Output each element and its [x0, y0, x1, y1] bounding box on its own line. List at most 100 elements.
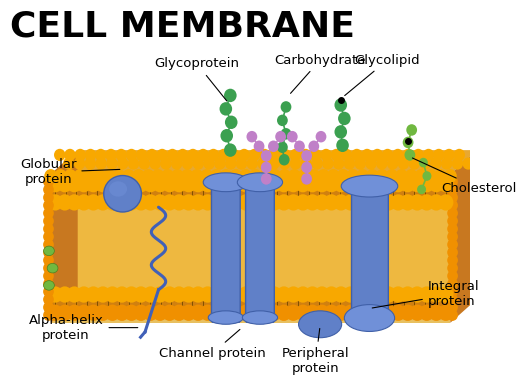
- Circle shape: [412, 149, 424, 161]
- FancyBboxPatch shape: [351, 179, 388, 321]
- Circle shape: [209, 287, 225, 303]
- Circle shape: [48, 176, 63, 192]
- Circle shape: [171, 305, 187, 321]
- Circle shape: [200, 169, 213, 183]
- Circle shape: [224, 143, 236, 157]
- Circle shape: [337, 169, 350, 183]
- Circle shape: [334, 176, 349, 192]
- Circle shape: [447, 309, 458, 321]
- FancyBboxPatch shape: [245, 177, 275, 322]
- Circle shape: [67, 194, 82, 211]
- Circle shape: [447, 255, 458, 266]
- Circle shape: [351, 149, 363, 161]
- Circle shape: [43, 184, 54, 195]
- Circle shape: [279, 157, 290, 169]
- Circle shape: [334, 287, 349, 303]
- Circle shape: [191, 305, 206, 321]
- Circle shape: [257, 176, 272, 192]
- Circle shape: [247, 176, 263, 192]
- Circle shape: [160, 157, 172, 169]
- Circle shape: [430, 157, 442, 169]
- Circle shape: [447, 302, 458, 313]
- Circle shape: [419, 194, 434, 211]
- Circle shape: [259, 149, 270, 161]
- Circle shape: [191, 287, 206, 303]
- Circle shape: [95, 149, 106, 161]
- Circle shape: [191, 169, 204, 183]
- Circle shape: [43, 247, 54, 258]
- Circle shape: [356, 169, 369, 183]
- Circle shape: [86, 176, 101, 192]
- Polygon shape: [51, 294, 450, 313]
- Circle shape: [204, 157, 215, 169]
- Circle shape: [133, 194, 149, 211]
- Circle shape: [324, 287, 339, 303]
- Circle shape: [406, 124, 417, 136]
- Circle shape: [372, 305, 387, 321]
- Circle shape: [239, 149, 250, 161]
- Circle shape: [191, 194, 206, 211]
- Circle shape: [152, 305, 168, 321]
- Circle shape: [43, 294, 54, 305]
- Circle shape: [322, 157, 334, 169]
- Circle shape: [410, 287, 425, 303]
- Circle shape: [336, 139, 349, 152]
- Circle shape: [314, 305, 329, 321]
- Circle shape: [128, 157, 139, 169]
- Circle shape: [381, 176, 396, 192]
- Circle shape: [95, 176, 111, 192]
- Circle shape: [447, 270, 458, 282]
- Circle shape: [64, 169, 77, 183]
- Circle shape: [133, 176, 149, 192]
- Circle shape: [305, 305, 320, 321]
- Circle shape: [67, 287, 82, 303]
- Circle shape: [276, 287, 291, 303]
- Ellipse shape: [238, 173, 282, 192]
- Circle shape: [113, 169, 125, 183]
- Circle shape: [67, 176, 82, 192]
- Circle shape: [279, 149, 291, 161]
- Circle shape: [75, 149, 86, 161]
- Circle shape: [438, 287, 454, 303]
- Circle shape: [236, 157, 247, 169]
- Circle shape: [117, 157, 128, 169]
- Circle shape: [105, 194, 120, 211]
- Circle shape: [362, 287, 377, 303]
- Circle shape: [93, 169, 106, 183]
- Circle shape: [48, 305, 63, 321]
- Circle shape: [44, 169, 57, 183]
- Circle shape: [372, 176, 387, 192]
- Circle shape: [438, 176, 454, 192]
- Circle shape: [447, 207, 458, 219]
- Circle shape: [335, 125, 347, 139]
- Circle shape: [402, 137, 413, 148]
- Circle shape: [419, 157, 431, 169]
- Circle shape: [238, 194, 253, 211]
- Text: Integral
protein: Integral protein: [372, 280, 480, 308]
- Circle shape: [133, 287, 149, 303]
- Ellipse shape: [299, 311, 342, 338]
- Circle shape: [57, 287, 73, 303]
- Circle shape: [57, 305, 73, 321]
- Circle shape: [398, 157, 409, 169]
- Polygon shape: [51, 150, 477, 174]
- Circle shape: [224, 89, 236, 102]
- Circle shape: [181, 305, 196, 321]
- Circle shape: [405, 169, 418, 183]
- Circle shape: [208, 149, 219, 161]
- Circle shape: [338, 112, 351, 125]
- Circle shape: [327, 169, 340, 183]
- Circle shape: [447, 192, 458, 203]
- Ellipse shape: [47, 263, 58, 273]
- Circle shape: [390, 305, 406, 321]
- Ellipse shape: [43, 246, 54, 256]
- Circle shape: [419, 176, 434, 192]
- Circle shape: [95, 194, 111, 211]
- Circle shape: [443, 149, 455, 161]
- Circle shape: [419, 158, 428, 167]
- Circle shape: [86, 305, 101, 321]
- Circle shape: [64, 149, 76, 161]
- Circle shape: [83, 169, 96, 183]
- Circle shape: [177, 149, 188, 161]
- Circle shape: [309, 141, 319, 152]
